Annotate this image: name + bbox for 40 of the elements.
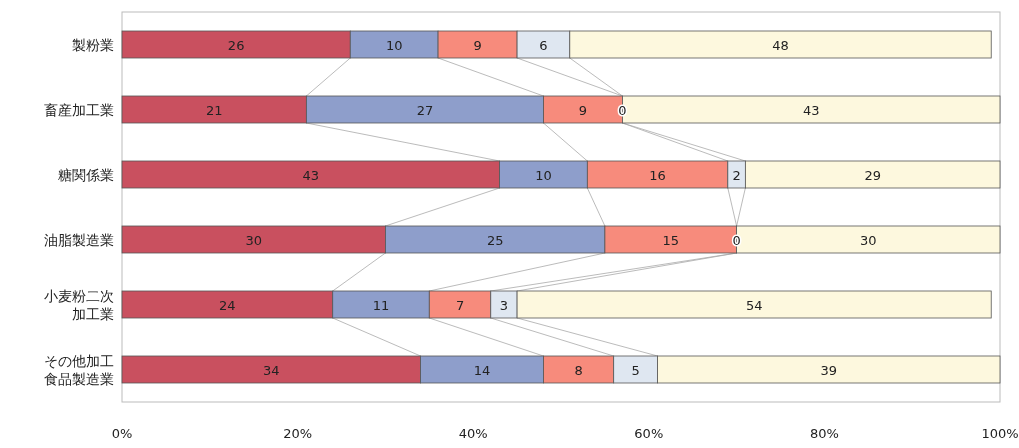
data-label: 16: [649, 167, 666, 183]
data-label: 43: [802, 102, 820, 118]
data-label: 14: [473, 362, 491, 378]
data-label: 34: [262, 362, 280, 378]
data-label: 5: [631, 362, 640, 378]
data-label: 8: [574, 362, 583, 378]
data-label: 7: [455, 297, 465, 313]
data-label: 24: [219, 297, 236, 313]
y-tick-label: 小麦粉二次加工業: [44, 287, 114, 322]
y-tick-label: 畜産加工業: [44, 101, 114, 118]
x-tick-label: 60%: [634, 426, 664, 441]
data-label: 10: [535, 167, 552, 183]
y-tick-label: 油脂製造業: [44, 231, 114, 248]
data-label: 30: [860, 232, 877, 248]
data-label: 27: [416, 102, 434, 118]
data-label: 39: [820, 362, 838, 378]
x-tick-label: 20%: [283, 426, 313, 441]
data-label: 15: [662, 232, 680, 248]
x-tick-label: 100%: [981, 426, 1019, 441]
y-tick-label: その他加工食品製造業: [44, 352, 114, 387]
x-tick-label: 80%: [809, 426, 839, 441]
x-tick-label: 0%: [111, 426, 133, 441]
data-label: 26: [227, 37, 245, 53]
data-label: 9: [578, 102, 588, 118]
y-tick-label: 製粉業: [72, 36, 114, 53]
x-tick-label: 40%: [458, 426, 488, 441]
data-label: 3: [499, 297, 509, 313]
data-label: 10: [385, 37, 403, 53]
data-label: 25: [486, 232, 504, 248]
data-label: 9: [473, 37, 482, 53]
y-tick-label: 糖関係業: [58, 166, 114, 183]
data-label: 11: [372, 297, 390, 313]
data-label: 54: [745, 297, 763, 313]
data-label: 6: [539, 37, 548, 53]
data-label: 29: [864, 167, 881, 183]
data-label: 43: [302, 167, 320, 183]
data-label: 30: [245, 232, 262, 248]
data-label: 2: [732, 167, 741, 183]
data-label: 48: [772, 37, 789, 53]
data-label: 21: [205, 102, 223, 118]
